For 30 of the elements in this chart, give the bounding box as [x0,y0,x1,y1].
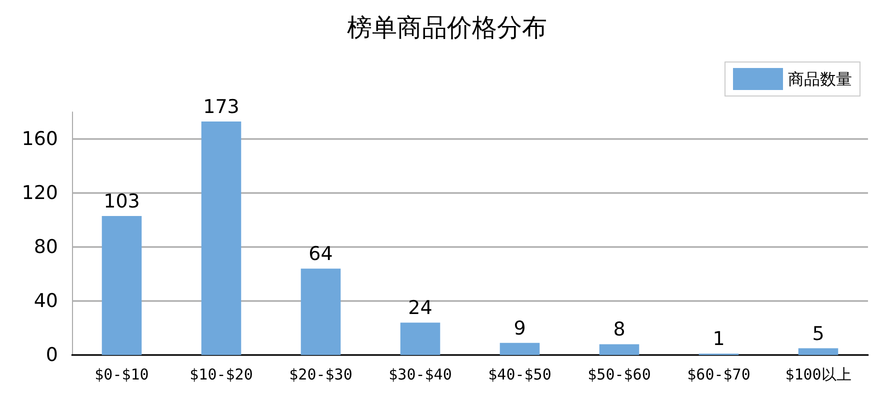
data-label: 173 [203,96,240,118]
bar [599,344,640,355]
x-tick-label: $10-$20 [190,366,253,384]
data-label: 5 [812,322,824,345]
data-label: 9 [514,317,526,340]
y-tick-label: 40 [34,290,58,312]
bar [201,121,242,355]
x-tick-label: $30-$40 [388,366,452,384]
x-tick-label: $100以上 [785,366,852,384]
y-tick-label: 120 [22,182,58,204]
data-label: 64 [308,243,333,266]
bar [500,342,540,355]
data-label: 103 [104,190,140,212]
bar [300,268,341,355]
x-tick-label: $20-$30 [289,366,352,384]
bar [798,348,838,355]
data-label: 24 [408,297,432,320]
y-tick-label: 160 [22,128,58,150]
x-tick-label: $0-$10 [94,366,149,384]
legend-label: 商品数量 [788,70,852,88]
x-tick-label: $40-$50 [488,366,552,384]
x-tick-label: $50-$60 [588,366,651,384]
data-label: 8 [613,318,626,341]
bar [400,322,440,355]
data-label: 1 [712,328,725,350]
chart-title: 榜单商品价格分布 [347,13,547,42]
x-tick-label: $60-$70 [687,366,750,384]
y-tick-label: 0 [46,344,58,366]
y-tick-label: 80 [34,236,58,258]
bar [102,216,142,355]
